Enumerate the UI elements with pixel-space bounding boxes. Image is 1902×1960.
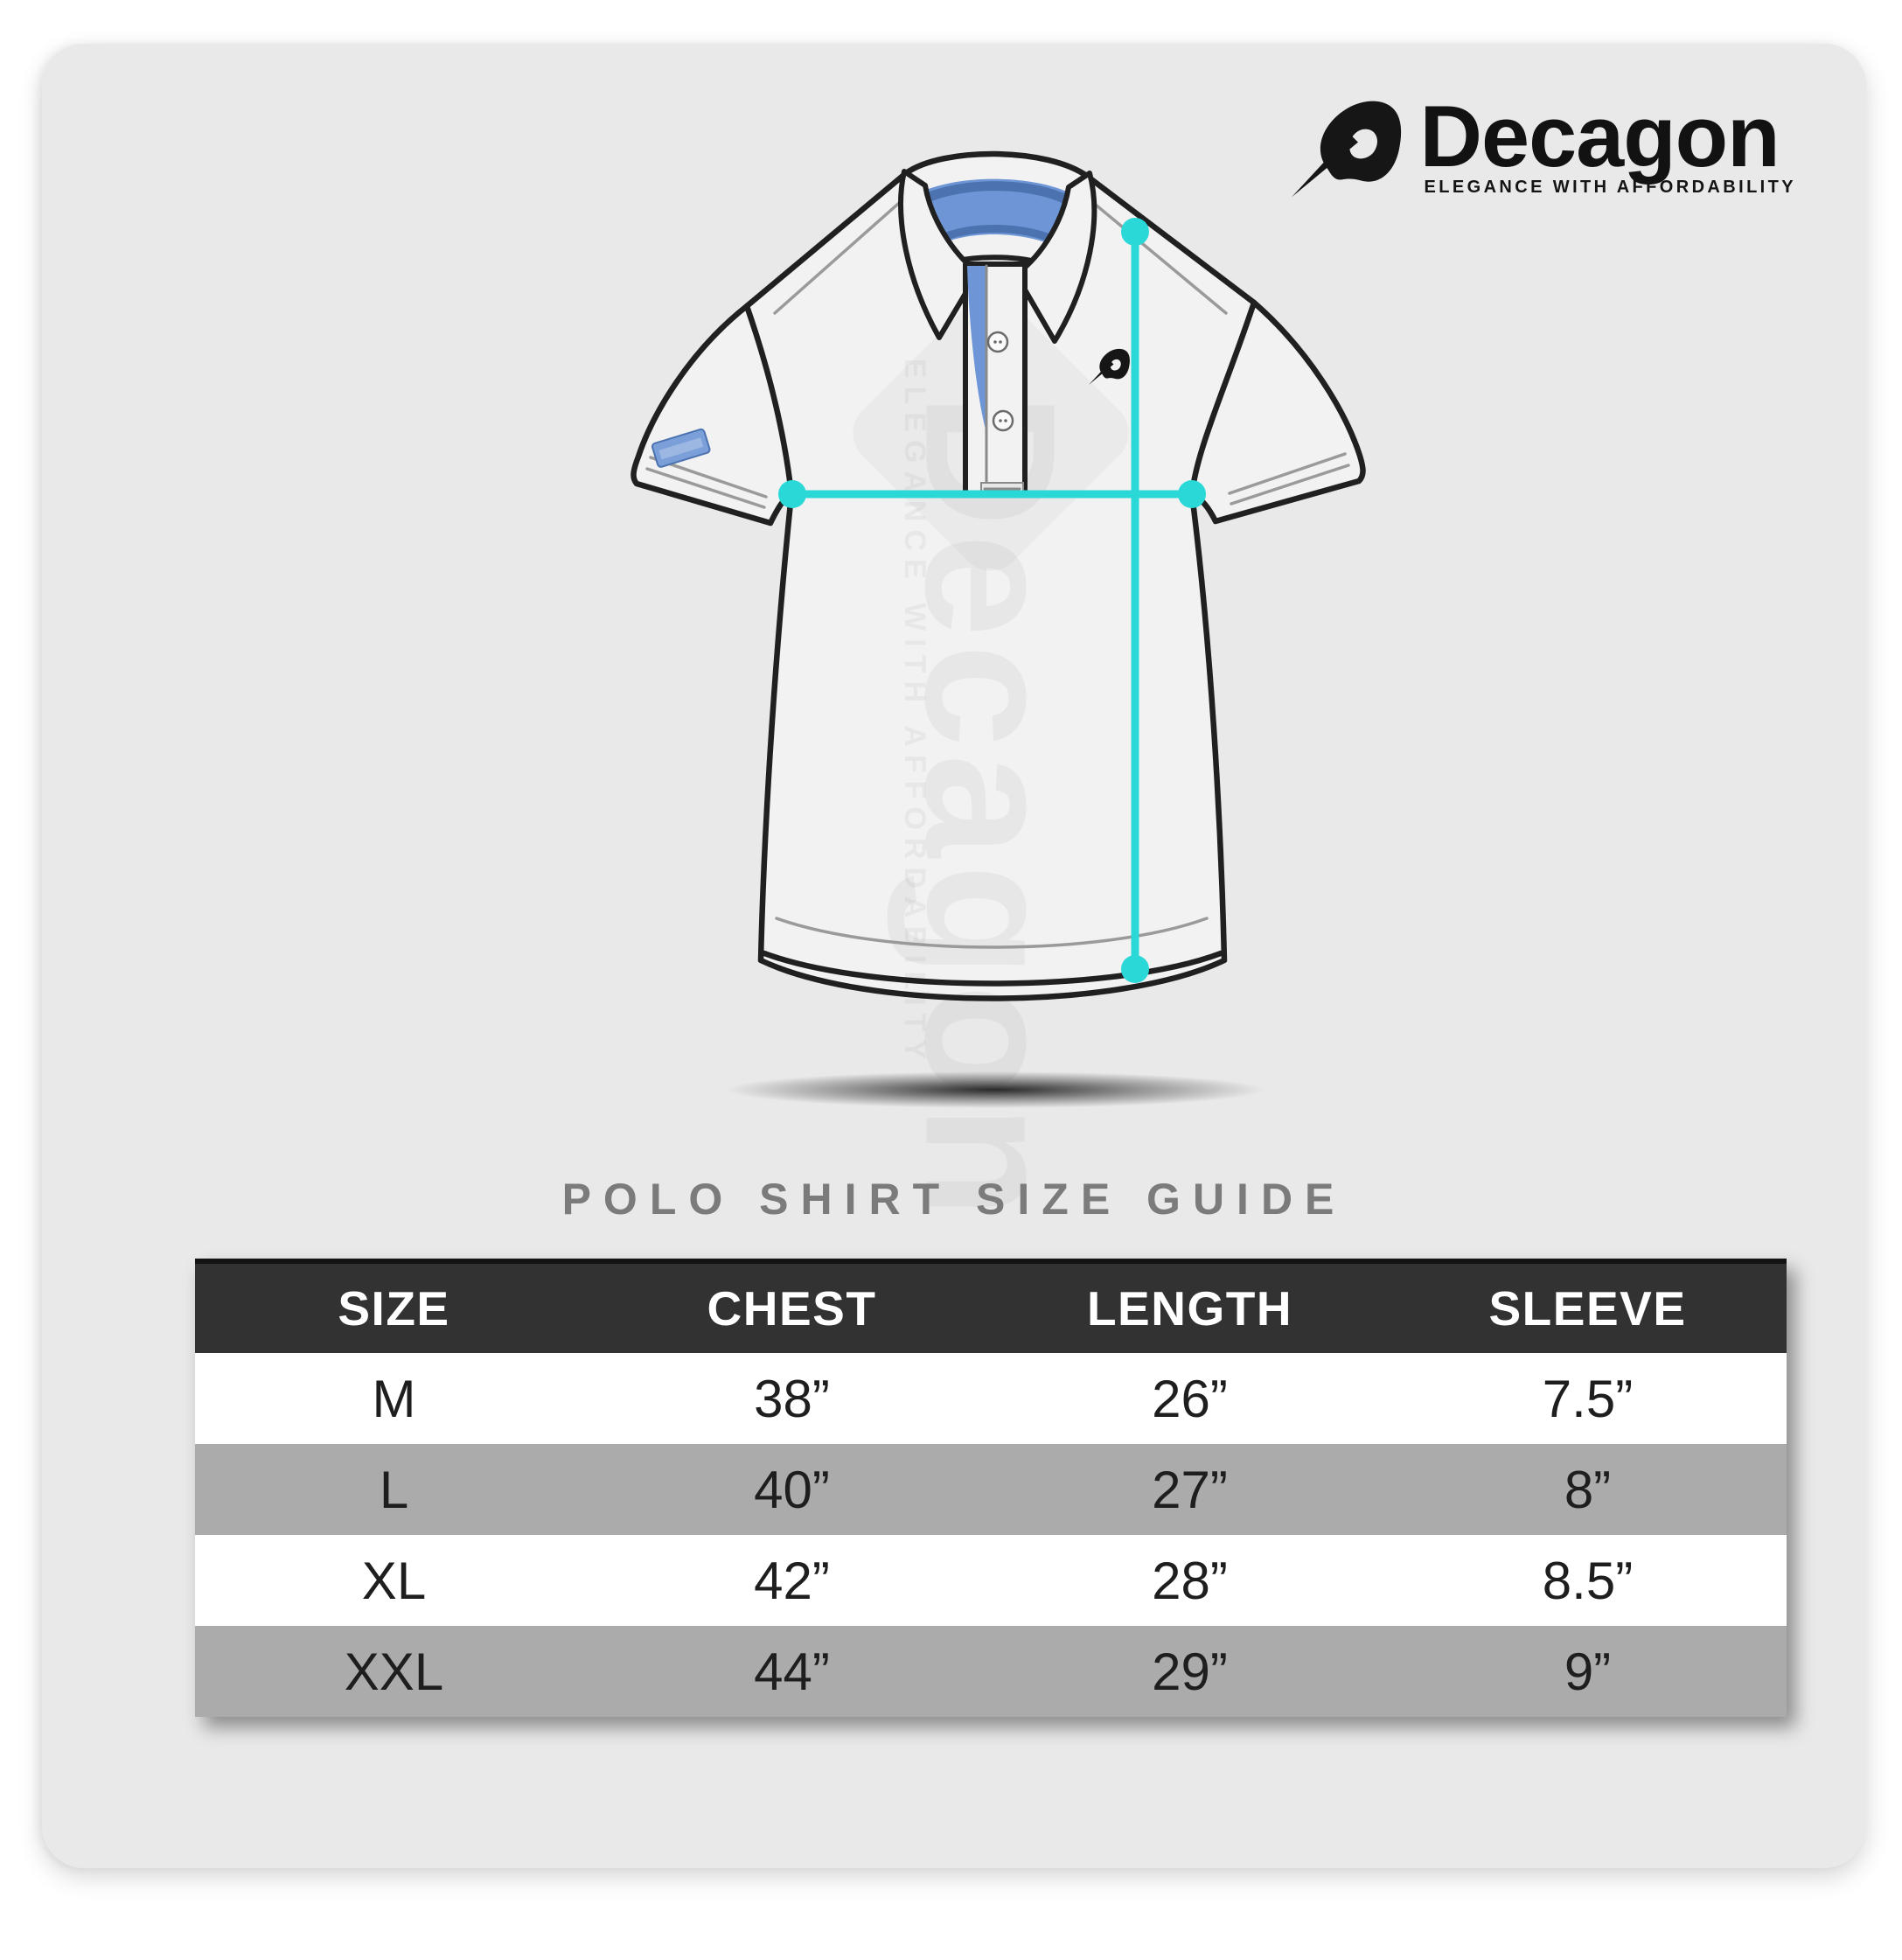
column-header-chest: CHEST [593,1259,991,1353]
collar-band-top-stripe [918,181,1077,208]
collar-left-flap [898,169,980,340]
column-header-sleeve: SLEEVE [1389,1259,1787,1353]
watermark: Decagon ELEGANCE WITH AFFORDABILITY [888,359,1095,1225]
collar-band-bottom-stripe [933,224,1062,246]
chest-logo-icon [1089,348,1130,385]
table-cell: 27” [1152,1460,1228,1519]
table-cell: 28” [1152,1551,1228,1610]
right-armhole-seam [1188,299,1258,498]
table-cell: XL [361,1551,427,1610]
collar-right-flap [1014,171,1097,344]
placket-buttons [986,331,1014,432]
shirt-outline [631,150,1366,1001]
table-cell: 44” [754,1642,830,1701]
table-row: XL 42” 28” 8.5” [195,1535,1787,1626]
polo-shirt-diagram: Decagon ELEGANCE WITH AFFORDABILITY [631,150,1366,1225]
brand-logo-icon [1282,94,1413,199]
table-cell: 9” [1564,1642,1612,1701]
brand-name: Decagon [1419,87,1780,185]
right-shoulder-seam [1079,191,1228,315]
table-cell: 7.5” [1542,1369,1634,1428]
table-cell: 29” [1152,1642,1228,1701]
table-cell: M [372,1369,416,1428]
placket [963,262,1028,496]
size-table: SIZE CHEST LENGTH SLEEVE M 38” 26” 7.5” L 40”… [195,1259,1787,1717]
hem-stitch-line [775,917,1209,949]
column-header-size: SIZE [195,1259,593,1353]
table-cell: 26” [1152,1369,1228,1428]
table-cell: XXL [344,1642,444,1701]
left-armhole-seam [743,303,795,498]
brand-tagline: ELEGANCE WITH AFFORDABILITY [1424,178,1796,198]
hem-inner-line [761,950,1224,987]
left-shoulder-seam [773,189,915,315]
watermark-brand-text: Decagon [888,393,1095,1224]
brand-logo: Decagon ELEGANCE WITH AFFORDABILITY [1282,87,1796,199]
table-row: XXL 44” 29” 9” [195,1626,1787,1717]
placket-blue-inner [967,266,986,433]
collar [898,169,1097,344]
table-row: M 38” 26” 7.5” [195,1353,1787,1444]
page-title: POLO SHIRT SIZE GUIDE [561,1175,1347,1224]
sleeve-tag [651,428,711,468]
table-cell: 8.5” [1542,1551,1634,1610]
size-guide-card: Decagon ELEGANCE WITH AFFORDABILITY [42,44,1866,1868]
chest-measure-line [778,480,1206,508]
table-cell: 40” [754,1460,830,1519]
table-cell: 38” [754,1369,830,1428]
column-header-length: LENGTH [991,1259,1389,1353]
table-cell: 42” [754,1551,830,1610]
size-table-body: M 38” 26” 7.5” L 40” 27” 8” XL 42” 28” 8.5” XXL 44” 29… [195,1353,1787,1717]
size-table-header: SIZE CHEST LENGTH SLEEVE [195,1259,1787,1353]
watermark-tagline-text: ELEGANCE WITH AFFORDABILITY [898,359,931,1067]
table-header-row: SIZE CHEST LENGTH SLEEVE [195,1259,1787,1353]
shirt-body [633,153,1363,999]
table-cell: 8” [1564,1460,1612,1519]
right-cuff-stitches [1228,452,1350,506]
length-measure-line [1121,218,1149,983]
table-cell: L [379,1460,409,1519]
shirt-floor-shadow [726,1071,1265,1108]
table-row: L 40” 27” 8” [195,1444,1787,1535]
